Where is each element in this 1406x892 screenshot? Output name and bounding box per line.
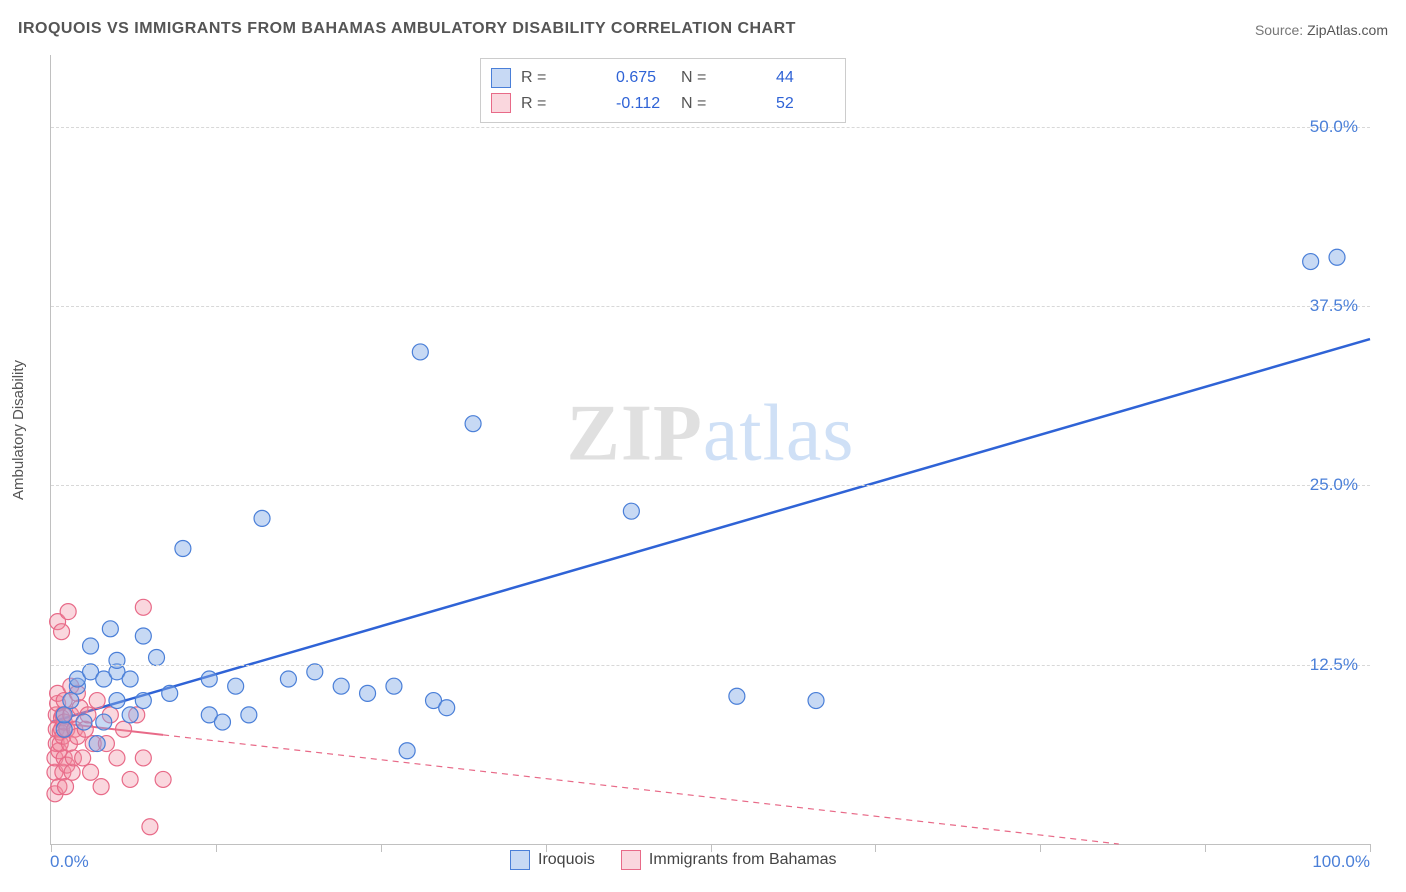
data-point — [808, 693, 824, 709]
data-point — [254, 510, 270, 526]
data-point — [360, 685, 376, 701]
data-point — [623, 503, 639, 519]
data-point — [1329, 249, 1345, 265]
n-label: N = — [681, 91, 766, 117]
data-point — [89, 736, 105, 752]
gridline — [51, 665, 1370, 666]
data-point — [465, 416, 481, 432]
data-point — [83, 764, 99, 780]
series-label-1: Iroquois — [538, 851, 595, 869]
data-point — [142, 819, 158, 835]
data-point — [76, 714, 92, 730]
data-point — [333, 678, 349, 694]
data-point — [63, 693, 79, 709]
data-point — [1303, 254, 1319, 270]
data-point — [412, 344, 428, 360]
x-tick — [216, 844, 217, 852]
data-point — [96, 714, 112, 730]
data-point — [214, 714, 230, 730]
x-tick — [1205, 844, 1206, 852]
r-value-2: -0.112 — [616, 91, 671, 117]
data-point — [58, 779, 74, 795]
x-tick — [381, 844, 382, 852]
data-point — [280, 671, 296, 687]
data-point — [89, 693, 105, 709]
data-point — [83, 638, 99, 654]
y-tick-label: 50.0% — [1310, 117, 1358, 137]
data-point — [307, 664, 323, 680]
data-point — [116, 721, 132, 737]
plot-area: ZIPatlas 12.5%25.0%37.5%50.0% — [50, 55, 1370, 845]
correlation-legend-row-2: R = -0.112 N = 52 — [491, 91, 831, 117]
gridline — [51, 306, 1370, 307]
correlation-legend-row-1: R = 0.675 N = 44 — [491, 65, 831, 91]
series-legend-item-2: Immigrants from Bahamas — [621, 850, 837, 870]
correlation-legend: R = 0.675 N = 44 R = -0.112 N = 52 — [480, 58, 846, 123]
data-point — [54, 624, 70, 640]
gridline — [51, 485, 1370, 486]
x-tick-label-min: 0.0% — [50, 852, 89, 872]
source-attribution: Source: ZipAtlas.com — [1255, 22, 1388, 38]
r-value-1: 0.675 — [616, 65, 671, 91]
x-tick-label-max: 100.0% — [1312, 852, 1370, 872]
data-point — [135, 750, 151, 766]
series-label-2: Immigrants from Bahamas — [649, 851, 837, 869]
y-axis-label: Ambulatory Disability — [10, 360, 27, 500]
data-point — [386, 678, 402, 694]
data-point — [122, 771, 138, 787]
r-label: R = — [521, 91, 606, 117]
x-tick — [1370, 844, 1371, 852]
source-value: ZipAtlas.com — [1307, 22, 1388, 38]
data-point — [135, 693, 151, 709]
data-point — [241, 707, 257, 723]
x-tick — [51, 844, 52, 852]
data-point — [162, 685, 178, 701]
data-point — [155, 771, 171, 787]
swatch-pink-icon — [491, 93, 511, 113]
series-legend: Iroquois Immigrants from Bahamas — [510, 850, 837, 870]
n-label: N = — [681, 65, 766, 91]
data-point — [109, 750, 125, 766]
y-tick-label: 25.0% — [1310, 475, 1358, 495]
trendline-bahamas-dashed — [163, 735, 1119, 844]
n-value-2: 52 — [776, 91, 831, 117]
data-point — [64, 764, 80, 780]
data-point — [56, 707, 72, 723]
data-point — [109, 652, 125, 668]
series-legend-item-1: Iroquois — [510, 850, 595, 870]
data-point — [135, 599, 151, 615]
chart-title: IROQUOIS VS IMMIGRANTS FROM BAHAMAS AMBU… — [18, 20, 796, 38]
source-label: Source: — [1255, 22, 1307, 38]
data-point — [135, 628, 151, 644]
data-point — [399, 743, 415, 759]
y-tick-label: 37.5% — [1310, 296, 1358, 316]
swatch-blue-icon — [491, 68, 511, 88]
data-point — [175, 540, 191, 556]
chart-canvas — [51, 55, 1370, 844]
data-point — [56, 721, 72, 737]
data-point — [75, 750, 91, 766]
data-point — [60, 604, 76, 620]
data-point — [122, 707, 138, 723]
x-tick — [875, 844, 876, 852]
data-point — [93, 779, 109, 795]
swatch-pink-icon — [621, 850, 641, 870]
data-point — [109, 693, 125, 709]
data-point — [201, 671, 217, 687]
gridline — [51, 127, 1370, 128]
data-point — [122, 671, 138, 687]
data-point — [228, 678, 244, 694]
r-label: R = — [521, 65, 606, 91]
swatch-blue-icon — [510, 850, 530, 870]
y-tick-label: 12.5% — [1310, 655, 1358, 675]
data-point — [102, 621, 118, 637]
n-value-1: 44 — [776, 65, 831, 91]
data-point — [439, 700, 455, 716]
data-point — [149, 650, 165, 666]
x-tick — [1040, 844, 1041, 852]
data-point — [729, 688, 745, 704]
